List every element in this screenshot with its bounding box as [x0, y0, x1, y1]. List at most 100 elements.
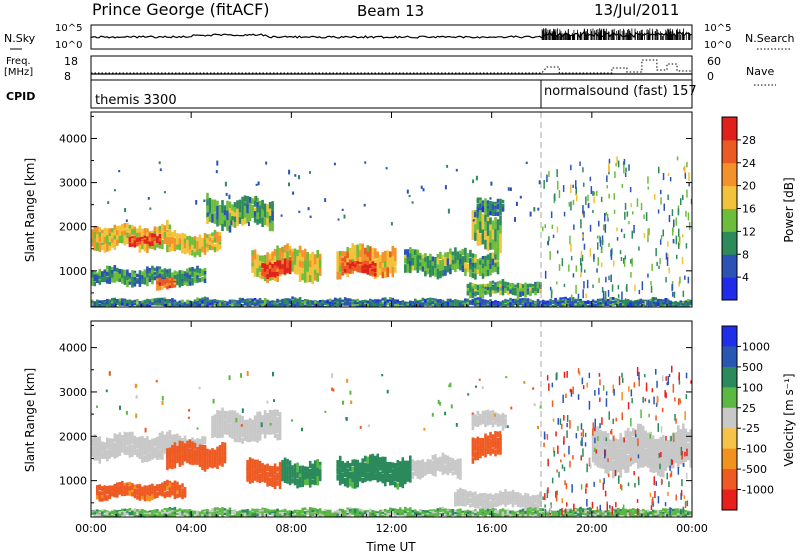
echo-cell	[389, 267, 392, 274]
echo-cell	[278, 260, 282, 266]
echo-cell	[108, 513, 112, 516]
echo-cell	[173, 230, 177, 238]
echo-cell	[303, 260, 307, 273]
echo-cell	[514, 501, 517, 505]
echo-cell	[141, 488, 144, 493]
echo-cell	[301, 261, 304, 269]
echo-cell	[496, 502, 500, 507]
echo-cell	[126, 228, 129, 235]
power-y-axis-label: Slant Range [km]	[23, 158, 37, 262]
echo-cell	[379, 509, 382, 513]
echo-cell	[341, 262, 344, 267]
noise-cell	[643, 233, 646, 239]
echo-cell	[466, 302, 470, 305]
echo-cell	[268, 480, 272, 486]
echo-cell	[98, 484, 102, 491]
noise-cell	[580, 268, 583, 273]
echo-cell	[449, 514, 452, 517]
echo-cell	[243, 205, 247, 213]
echo-cell	[246, 430, 249, 437]
echo-cell	[366, 261, 370, 267]
echo-cell	[108, 447, 112, 452]
echo-cell	[101, 304, 104, 307]
echo-cell	[376, 453, 380, 462]
echo-cell	[471, 294, 475, 299]
noise-cell	[607, 289, 610, 297]
echo-cell	[181, 509, 184, 513]
echo-cell	[684, 436, 688, 446]
echo-cell	[484, 286, 487, 291]
echo-cell	[469, 282, 472, 289]
noise-cell	[685, 210, 687, 217]
echo-cell	[429, 464, 432, 470]
echo-cell	[166, 219, 169, 230]
echo-cell	[491, 448, 495, 454]
noise-cell	[575, 265, 578, 272]
colorbar-tick-label: 24	[742, 157, 756, 170]
echo-cell	[441, 452, 445, 461]
echo-cell	[268, 465, 272, 471]
echo-cell	[526, 511, 530, 515]
echo-cell	[148, 278, 152, 283]
echo-cell	[496, 513, 500, 517]
echo-cell	[364, 268, 367, 274]
echo-cell	[609, 439, 612, 451]
echo-cell	[471, 225, 475, 234]
echo-cell	[273, 431, 277, 438]
echo-cell	[469, 499, 472, 504]
echo-cell	[549, 301, 552, 306]
echo-cell	[338, 261, 342, 269]
echo-cell	[501, 282, 505, 288]
echo-cell	[141, 243, 144, 250]
echo-cell	[316, 475, 319, 486]
echo-cell	[151, 438, 154, 445]
echo-cell	[111, 301, 114, 305]
echo-cell	[496, 423, 500, 427]
echo-cell	[316, 272, 319, 282]
echo-cell	[336, 300, 339, 304]
echo-cell	[271, 302, 274, 305]
echo-cell	[416, 460, 420, 466]
echo-cell	[456, 512, 460, 515]
echo-cell	[364, 511, 367, 515]
echo-cell	[261, 415, 264, 420]
echo-cell	[121, 512, 124, 516]
echo-cell	[651, 303, 655, 307]
echo-cell	[136, 237, 139, 241]
echo-cell	[411, 459, 415, 467]
echo-cell	[136, 239, 139, 242]
echo-cell	[213, 452, 217, 457]
echo-cell	[406, 470, 410, 477]
echo-cell	[506, 491, 510, 496]
echo-cell	[554, 304, 557, 307]
echo-cell	[376, 474, 380, 483]
echo-cell	[439, 251, 442, 259]
echo-cell	[499, 284, 502, 289]
echo-cell	[151, 483, 154, 490]
echo-cell	[682, 305, 685, 307]
echo-cell	[414, 468, 417, 473]
echo-cell	[108, 272, 112, 279]
echo-cell	[511, 512, 515, 515]
echo-cell	[158, 234, 162, 238]
echo-cell	[338, 469, 342, 476]
echo-cell	[464, 300, 467, 305]
echo-cell	[484, 497, 487, 503]
echo-cell	[231, 220, 234, 227]
echo-cell	[211, 448, 214, 454]
echo-cell	[406, 257, 410, 266]
noise-cell	[490, 181, 493, 186]
echo-cell	[687, 442, 690, 453]
echo-cell	[278, 253, 282, 262]
echo-cell	[166, 280, 169, 284]
echo-cell	[526, 283, 530, 288]
echo-cell	[499, 499, 502, 506]
echo-cell	[183, 233, 187, 240]
echo-cell	[158, 299, 162, 302]
echo-cell	[163, 278, 167, 283]
echo-cell	[626, 427, 630, 438]
echo-cell	[218, 205, 222, 213]
echo-cell	[353, 509, 357, 514]
echo-cell	[461, 494, 465, 502]
echo-cell	[441, 304, 445, 307]
